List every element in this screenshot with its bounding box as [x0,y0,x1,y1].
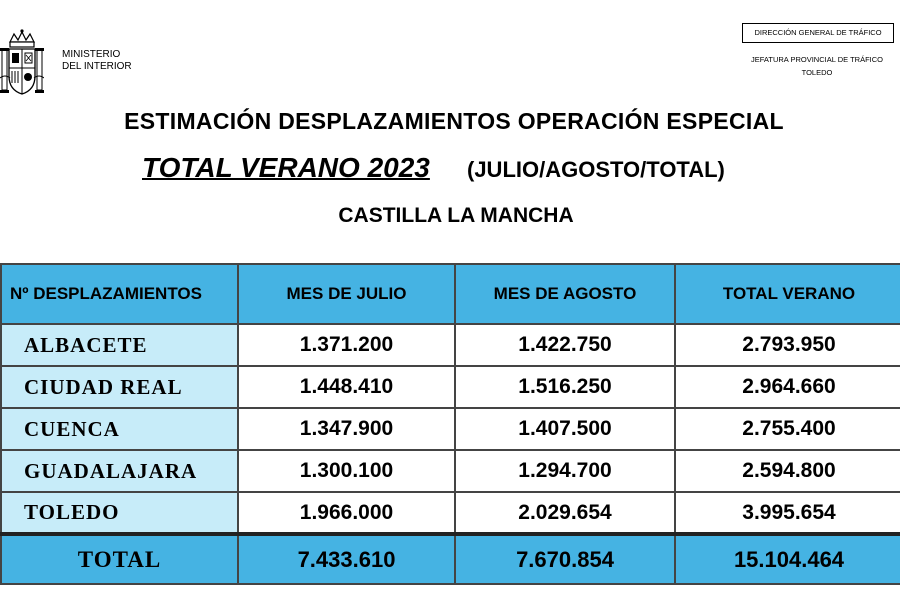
region-title: CASTILLA LA MANCHA [338,204,574,227]
total-cell: 3.995.654 [674,491,900,535]
table-row: GUADALAJARA 1.300.100 1.294.700 2.594.80… [0,449,900,493]
column-header-total: TOTAL VERANO [674,263,900,325]
document-subtitle-main: TOTAL VERANO 2023 [142,152,430,183]
coat-of-arms-icon [0,29,44,95]
table-row: ALBACETE 1.371.200 1.422.750 2.793.950 [0,323,900,367]
august-cell: 2.029.654 [454,491,676,535]
august-cell: 1.407.500 [454,407,676,451]
august-cell: 1.422.750 [454,323,676,367]
ministry-line-2: DEL INTERIOR [62,61,132,72]
july-cell: 1.966.000 [237,491,456,535]
total-label-cell: TOTAL [0,532,239,585]
table-total-row: TOTAL 7.433.610 7.670.854 15.104.464 [0,532,900,585]
total-august-cell: 7.670.854 [454,532,676,585]
province-cell: CIUDAD REAL [0,365,239,409]
column-header-august: MES DE AGOSTO [454,263,676,325]
august-cell: 1.516.250 [454,365,676,409]
province-cell: GUADALAJARA [0,449,239,493]
table-header-row: Nº DESPLAZAMIENTOS MES DE JULIO MES DE A… [0,263,900,325]
total-cell: 2.594.800 [674,449,900,493]
table-row: TOLEDO 1.966.000 2.029.654 3.995.654 [0,491,900,535]
july-cell: 1.448.410 [237,365,456,409]
table-row: CIUDAD REAL 1.448.410 1.516.250 2.964.66… [0,365,900,409]
jefatura-line-1: JEFATURA PROVINCIAL DE TRÁFICO [751,55,883,64]
total-july-cell: 7.433.610 [237,532,456,585]
total-summer-cell: 15.104.464 [674,532,900,585]
july-cell: 1.300.100 [237,449,456,493]
total-cell: 2.755.400 [674,407,900,451]
ministry-name: MINISTERIO DEL INTERIOR [62,49,132,73]
province-cell: TOLEDO [0,491,239,535]
document-title: ESTIMACIÓN DESPLAZAMIENTOS OPERACIÓN ESP… [124,108,784,134]
jefatura-line-2: TOLEDO [801,68,833,77]
displacements-table: Nº DESPLAZAMIENTOS MES DE JULIO MES DE A… [0,263,900,585]
column-header-displacements: Nº DESPLAZAMIENTOS [0,263,239,325]
jefatura-block: JEFATURA PROVINCIAL DE TRÁFICO TOLEDO [732,53,900,79]
document-subtitle-period: (JULIO/AGOSTO/TOTAL) [467,157,725,182]
dgt-label-box: DIRECCIÓN GENERAL DE TRÁFICO [742,23,894,43]
total-cell: 2.964.660 [674,365,900,409]
total-cell: 2.793.950 [674,323,900,367]
july-cell: 1.371.200 [237,323,456,367]
august-cell: 1.294.700 [454,449,676,493]
ministry-line-1: MINISTERIO [62,49,121,60]
province-cell: ALBACETE [0,323,239,367]
column-header-july: MES DE JULIO [237,263,456,325]
july-cell: 1.347.900 [237,407,456,451]
province-cell: CUENCA [0,407,239,451]
table-row: CUENCA 1.347.900 1.407.500 2.755.400 [0,407,900,451]
